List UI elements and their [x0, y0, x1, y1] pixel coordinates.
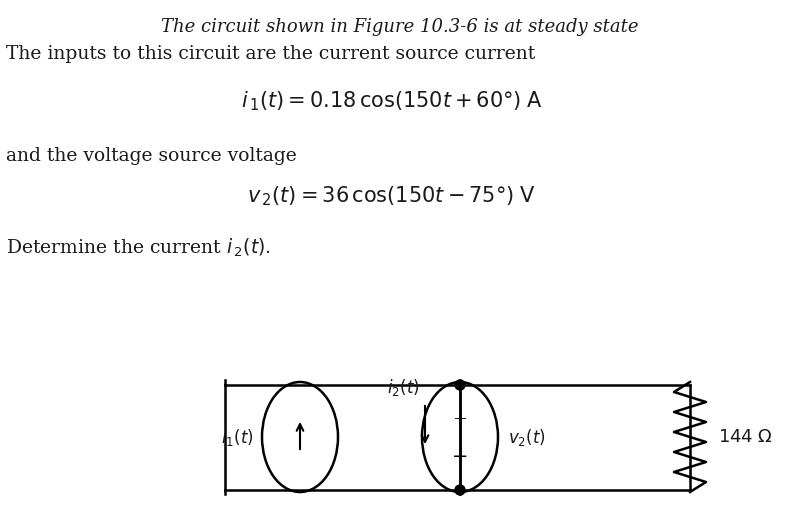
Text: $v_2(t)$: $v_2(t)$: [508, 426, 546, 447]
Text: $144\;\Omega$: $144\;\Omega$: [718, 428, 772, 446]
Text: $i_2(t)$: $i_2(t)$: [388, 377, 420, 398]
Text: and the voltage source voltage: and the voltage source voltage: [6, 147, 297, 165]
Text: $i_1(t)$: $i_1(t)$: [221, 426, 254, 447]
Text: Determine the current $i_{\,2}(t).$: Determine the current $i_{\,2}(t).$: [6, 236, 271, 258]
Text: $v_{\,2}(t) = 36\,\cos(150t - 75°)\;\mathrm{V}$: $v_{\,2}(t) = 36\,\cos(150t - 75°)\;\mat…: [247, 185, 536, 208]
Text: −: −: [451, 448, 468, 466]
Circle shape: [455, 485, 465, 495]
Text: The inputs to this circuit are the current source current: The inputs to this circuit are the curre…: [6, 45, 535, 62]
Text: The circuit shown in Figure 10.3-6 is at steady state: The circuit shown in Figure 10.3-6 is at…: [161, 18, 638, 36]
Text: $i_{\,1}(t) = 0.18\,\cos(150t + 60°)\;\mathrm{A}$: $i_{\,1}(t) = 0.18\,\cos(150t + 60°)\;\m…: [240, 89, 543, 113]
Text: +: +: [452, 410, 467, 428]
Circle shape: [455, 380, 465, 390]
